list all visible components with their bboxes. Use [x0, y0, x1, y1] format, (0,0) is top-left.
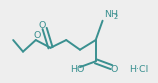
Text: O: O — [111, 65, 118, 74]
Text: O: O — [33, 31, 40, 40]
Text: H·Cl: H·Cl — [129, 65, 149, 74]
Text: NH: NH — [105, 10, 118, 19]
Text: O: O — [39, 21, 46, 30]
Text: 2: 2 — [113, 14, 118, 20]
Text: HO: HO — [70, 65, 84, 74]
